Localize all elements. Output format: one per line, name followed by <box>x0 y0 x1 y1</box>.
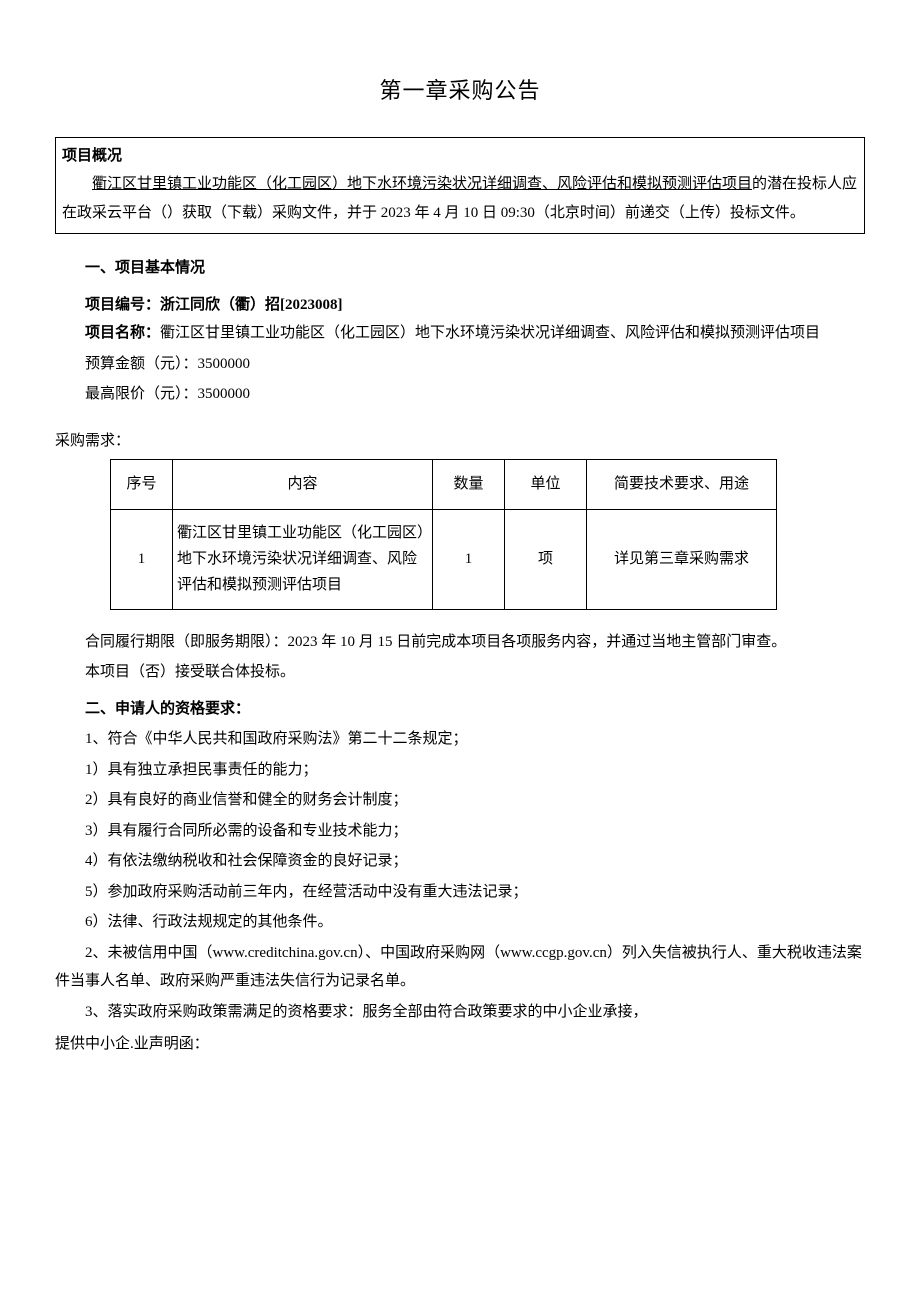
trailing-line: 提供中小企.业声明函： <box>55 1030 865 1059</box>
cell-tech: 详见第三章采购需求 <box>587 509 777 609</box>
section2-heading: 二、申请人的资格要求： <box>55 695 865 724</box>
qual-item: 3、落实政府采购政策需满足的资格要求：服务全部由符合政策要求的中小企业承接， <box>55 998 865 1027</box>
overview-label: 项目概况 <box>62 142 858 171</box>
qual-item: 1、符合《中华人民共和国政府采购法》第二十二条规定； <box>55 725 865 754</box>
col-seq-header: 序号 <box>111 460 173 510</box>
table-header-row: 序号 内容 数量 单位 简要技术要求、用途 <box>111 460 777 510</box>
qual-item: 5）参加政府采购活动前三年内，在经营活动中没有重大违法记录； <box>55 878 865 907</box>
overview-content: 衢江区甘里镇工业功能区（化工园区）地下水环境污染状况详细调查、风险评估和模拟预测… <box>62 170 858 227</box>
col-tech-header: 简要技术要求、用途 <box>587 460 777 510</box>
qual-item: 4）有依法缴纳税收和社会保障资金的良好记录； <box>55 847 865 876</box>
col-content-header: 内容 <box>173 460 433 510</box>
project-overview-box: 项目概况 衢江区甘里镇工业功能区（化工园区）地下水环境污染状况详细调查、风险评估… <box>55 137 865 235</box>
col-qty-header: 数量 <box>433 460 505 510</box>
consortium-line: 本项目（否）接受联合体投标。 <box>55 658 865 687</box>
budget-line: 预算金额（元）：3500000 <box>55 350 865 379</box>
chapter-title: 第一章采购公告 <box>55 70 865 112</box>
cell-content: 衢江区甘里镇工业功能区（化工园区）地下水环境污染状况详细调查、风险评估和模拟预测… <box>173 509 433 609</box>
maxprice-line: 最高限价（元）：3500000 <box>55 380 865 409</box>
table-row: 1 衢江区甘里镇工业功能区（化工园区）地下水环境污染状况详细调查、风险评估和模拟… <box>111 509 777 609</box>
overview-project-underlined: 衢江区甘里镇工业功能区（化工园区）地下水环境污染状况详细调查、风险评估和模拟预测… <box>92 176 752 192</box>
section1-heading: 一、项目基本情况 <box>55 254 865 283</box>
qual-item: 3）具有履行合同所必需的设备和专业技术能力； <box>55 817 865 846</box>
cell-seq: 1 <box>111 509 173 609</box>
cell-unit: 项 <box>505 509 587 609</box>
project-name-label: 项目名称： <box>85 325 160 341</box>
cell-qty: 1 <box>433 509 505 609</box>
requirements-label: 采购需求： <box>55 427 865 456</box>
project-number: 项目编号：浙江同欣（衢）招[2023008] <box>55 291 865 320</box>
project-name-line: 项目名称：衢江区甘里镇工业功能区（化工园区）地下水环境污染状况详细调查、风险评估… <box>55 319 865 348</box>
qual-item: 2）具有良好的商业信誉和健全的财务会计制度； <box>55 786 865 815</box>
qual-item: 1）具有独立承担民事责任的能力； <box>55 756 865 785</box>
col-unit-header: 单位 <box>505 460 587 510</box>
qual-item: 6）法律、行政法规规定的其他条件。 <box>55 908 865 937</box>
project-name-value: 衢江区甘里镇工业功能区（化工园区）地下水环境污染状况详细调查、风险评估和模拟预测… <box>160 325 820 341</box>
contract-period: 合同履行期限（即服务期限）：2023 年 10 月 15 日前完成本项目各项服务… <box>55 628 865 657</box>
requirements-table: 序号 内容 数量 单位 简要技术要求、用途 1 衢江区甘里镇工业功能区（化工园区… <box>110 459 777 609</box>
qual-item: 2、未被信用中国（www.creditchina.gov.cn）、中国政府采购网… <box>55 939 865 996</box>
